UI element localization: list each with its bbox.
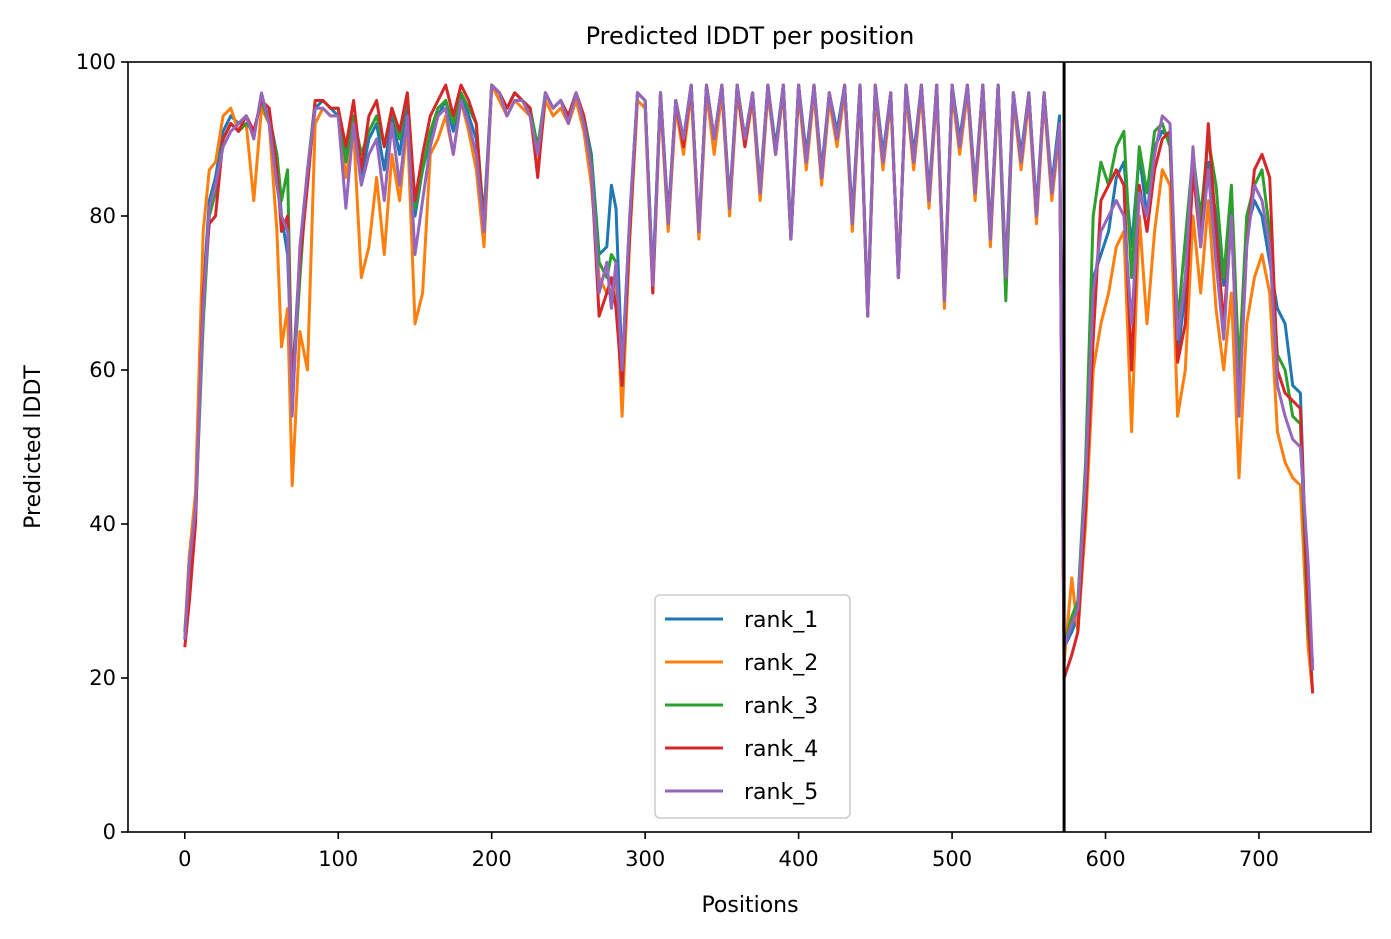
series-line-rank_5 — [183, 83, 1315, 671]
x-tick-label: 400 — [779, 847, 819, 871]
x-tick-label: 700 — [1239, 847, 1279, 871]
legend-box — [654, 594, 851, 819]
series-line-rank_3 — [183, 83, 1315, 671]
y-tick-label: 40 — [89, 512, 116, 536]
x-tick-label: 0 — [178, 847, 191, 871]
y-tick-label: 20 — [89, 666, 116, 690]
x-axis: 0 100 200 300 400 500 600 700 — [178, 832, 1279, 871]
y-tick-label: 0 — [103, 820, 116, 844]
legend-label-rank_5: rank_5 — [744, 780, 818, 805]
legend: rank_1 rank_2 rank_3 rank_4 rank_5 — [654, 594, 851, 819]
x-tick-label: 300 — [625, 847, 665, 871]
x-tick-label: 100 — [318, 847, 358, 871]
x-axis-label: Positions — [701, 893, 798, 918]
x-tick-label: 500 — [932, 847, 972, 871]
legend-label-rank_3: rank_3 — [744, 694, 818, 719]
y-tick-label: 60 — [89, 358, 116, 382]
x-tick-label: 200 — [472, 847, 512, 871]
legend-label-rank_2: rank_2 — [744, 651, 818, 676]
legend-label-rank_1: rank_1 — [744, 608, 818, 633]
legend-label-rank_4: rank_4 — [744, 737, 818, 762]
y-tick-label: 100 — [76, 50, 116, 74]
plot-frame — [127, 61, 1372, 833]
chart-title: Predicted lDDT per position — [586, 22, 915, 50]
x-tick-label: 600 — [1085, 847, 1125, 871]
plot-lines — [183, 83, 1315, 694]
y-axis-label: Predicted lDDT — [21, 365, 46, 529]
y-tick-label: 80 — [89, 204, 116, 228]
y-axis: 0 20 40 60 80 100 — [76, 50, 128, 844]
